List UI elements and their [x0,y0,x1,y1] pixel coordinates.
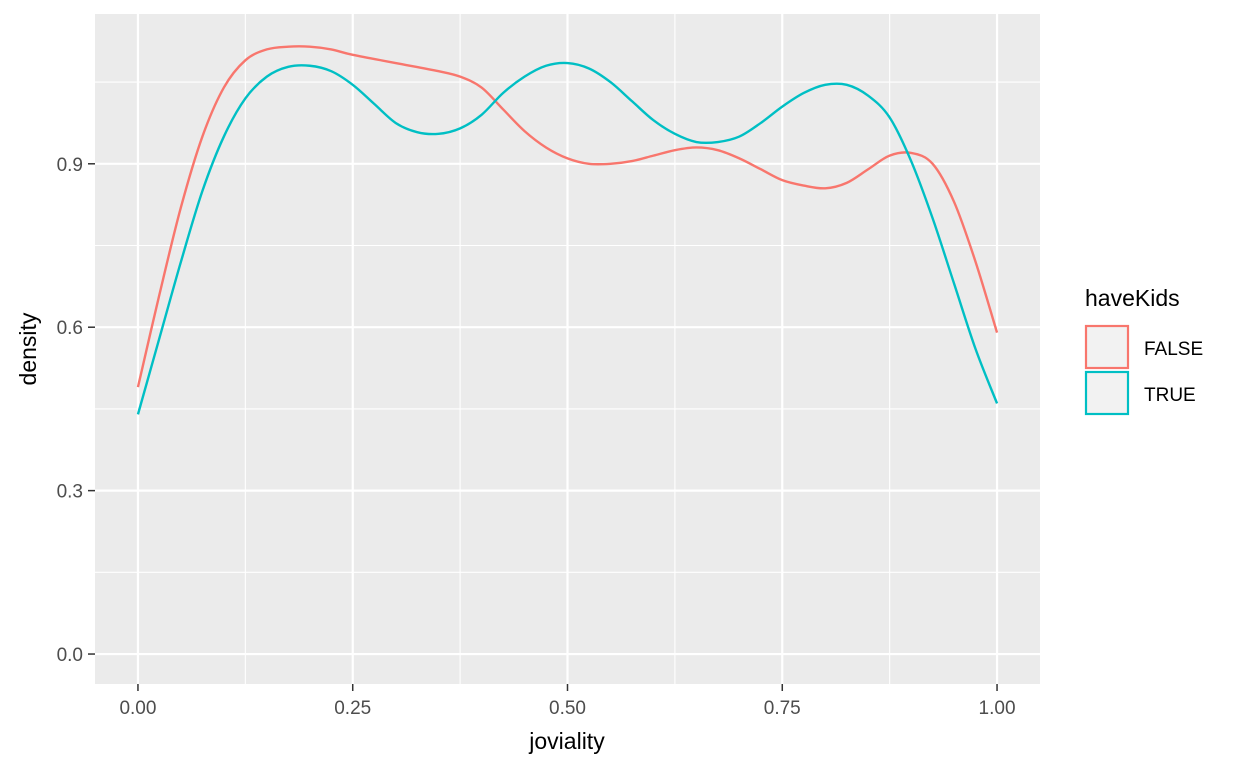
x-tick-label: 0.75 [764,698,801,719]
y-axis-title: density [15,312,41,385]
y-tick-label: 0.3 [57,482,83,503]
density-line-false [136,45,999,388]
x-tick-label: 0.25 [334,698,371,719]
legend-key-false [1084,324,1130,370]
y-tick-label: 0.6 [57,318,83,339]
x-tick-label: 0.50 [549,698,586,719]
grid-major [95,14,1040,684]
y-tick-label: 0.9 [57,155,83,176]
y-tick-label: 0.0 [57,645,83,666]
x-tick-label: 0.00 [119,698,156,719]
x-axis-title: joviality [528,728,605,754]
density-line-true [136,61,999,415]
y-axis: 0.0 0.3 0.6 0.9 [57,155,95,666]
x-axis: 0.00 0.25 0.50 0.75 1.00 [119,684,1016,719]
legend: haveKids FALSE TRUE [1084,285,1203,416]
x-tick-label: 1.00 [979,698,1016,719]
legend-key-true [1084,370,1130,416]
legend-label-false: FALSE [1144,339,1203,360]
legend-label-true: TRUE [1144,385,1196,406]
density-lines [136,45,999,415]
legend-title: haveKids [1085,285,1180,311]
